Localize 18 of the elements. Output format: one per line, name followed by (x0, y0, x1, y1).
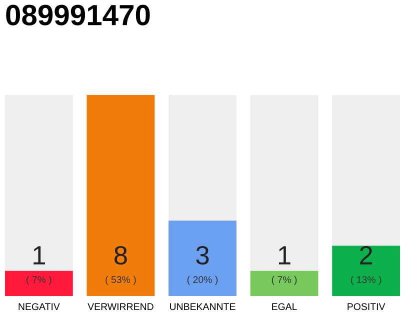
data-label: 3 (196, 246, 209, 265)
data-label: 8 (114, 246, 127, 265)
x-tick-label: EGAL (272, 303, 297, 310)
x-tick-label: VERWIRREND (88, 303, 154, 310)
annotation: ( 13% ) (350, 276, 382, 285)
data-label: 2 (360, 246, 372, 264)
annotation: ( 7% ) (272, 276, 297, 285)
x-tick-label: NEGATIV (18, 303, 60, 310)
x-tick-label: POSITIV (348, 303, 386, 310)
data-label: 1 (34, 246, 45, 264)
annotation: ( 7% ) (26, 276, 52, 285)
chart-title: 089991470 (6, 4, 150, 26)
annotation: ( 20% ) (187, 276, 218, 285)
bar (5, 270, 73, 296)
bar (250, 270, 318, 296)
annotation: ( 53% ) (106, 276, 136, 285)
data-label: 1 (278, 246, 290, 264)
x-tick-label: UNBEKANNTE (170, 303, 236, 310)
